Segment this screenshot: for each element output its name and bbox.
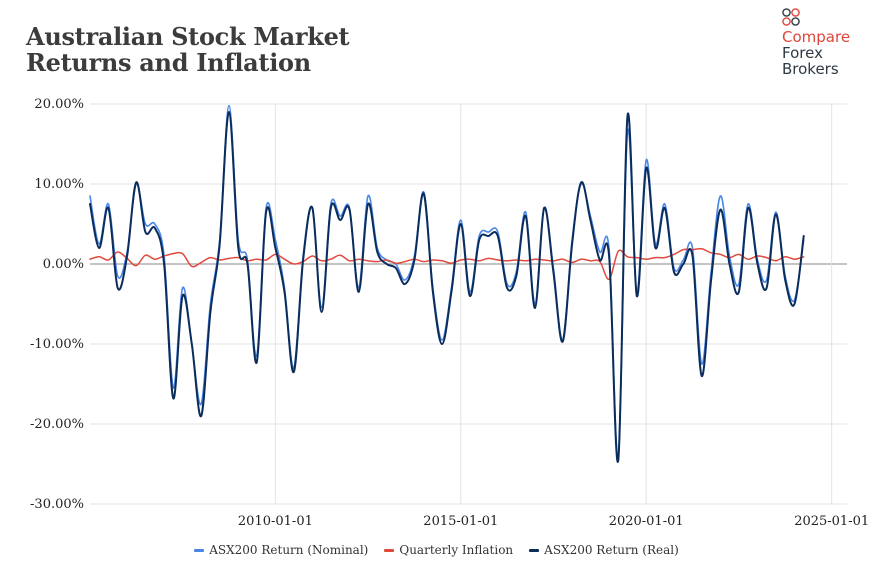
y-tick-label: -30.00% [30,497,84,512]
logo-line-brokers: Brokers [782,60,839,78]
chart-title-line-1: Australian Stock Market [26,22,350,51]
legend-label: ASX200 Return (Real) [544,543,679,557]
logo-line-forex: Forex [782,44,823,62]
series-line-asx200-return-real [89,110,805,463]
y-tick-label: -10.00% [30,337,84,352]
y-tick-label: 0.00% [43,257,84,272]
axes: 20.00% 10.00% 0.00% -10.00% -20.00% -30.00% 20… [30,97,869,529]
y-tick-label: 20.00% [34,97,84,112]
legend-label: ASX200 Return (Nominal) [209,543,369,557]
coins-icon [782,8,800,26]
x-tick-label: 2010-01-01 [238,514,313,529]
y-tick-label: 10.00% [34,177,84,192]
logo-line-compare: Compare [782,28,851,46]
series-line-quarterly-inflation [89,247,805,280]
legend-item-quarterly-inflation[interactable]: Quarterly Inflation [384,543,513,557]
chart-title-line-2: Returns and Inflation [26,48,311,77]
chart-title: Australian Stock Market Returns and Infl… [26,22,350,77]
series-lines [89,104,805,463]
legend-item-asx200-return-real[interactable]: ASX200 Return (Real) [529,543,679,557]
brand-logo: Compare Forex Brokers [778,8,868,80]
line-chart: 20.00% 10.00% 0.00% -10.00% -20.00% -30.00% 20… [30,97,869,529]
grid [90,103,847,505]
legend-item-asx200-return-nominal[interactable]: ASX200 Return (Nominal) [194,543,368,557]
x-tick-label: 2020-01-01 [609,514,684,529]
series-line-asx200-return-nominal [89,104,805,459]
x-tick-label: 2025-01-01 [794,514,869,529]
legend-swatch [384,549,395,552]
x-tick-label: 2015-01-01 [423,514,498,529]
y-tick-label: -20.00% [30,417,84,432]
legend-label: Quarterly Inflation [399,543,514,557]
legend-swatch [194,549,205,552]
legend-swatch [529,549,540,552]
legend: ASX200 Return (Nominal) Quarterly Inflati… [0,543,873,557]
